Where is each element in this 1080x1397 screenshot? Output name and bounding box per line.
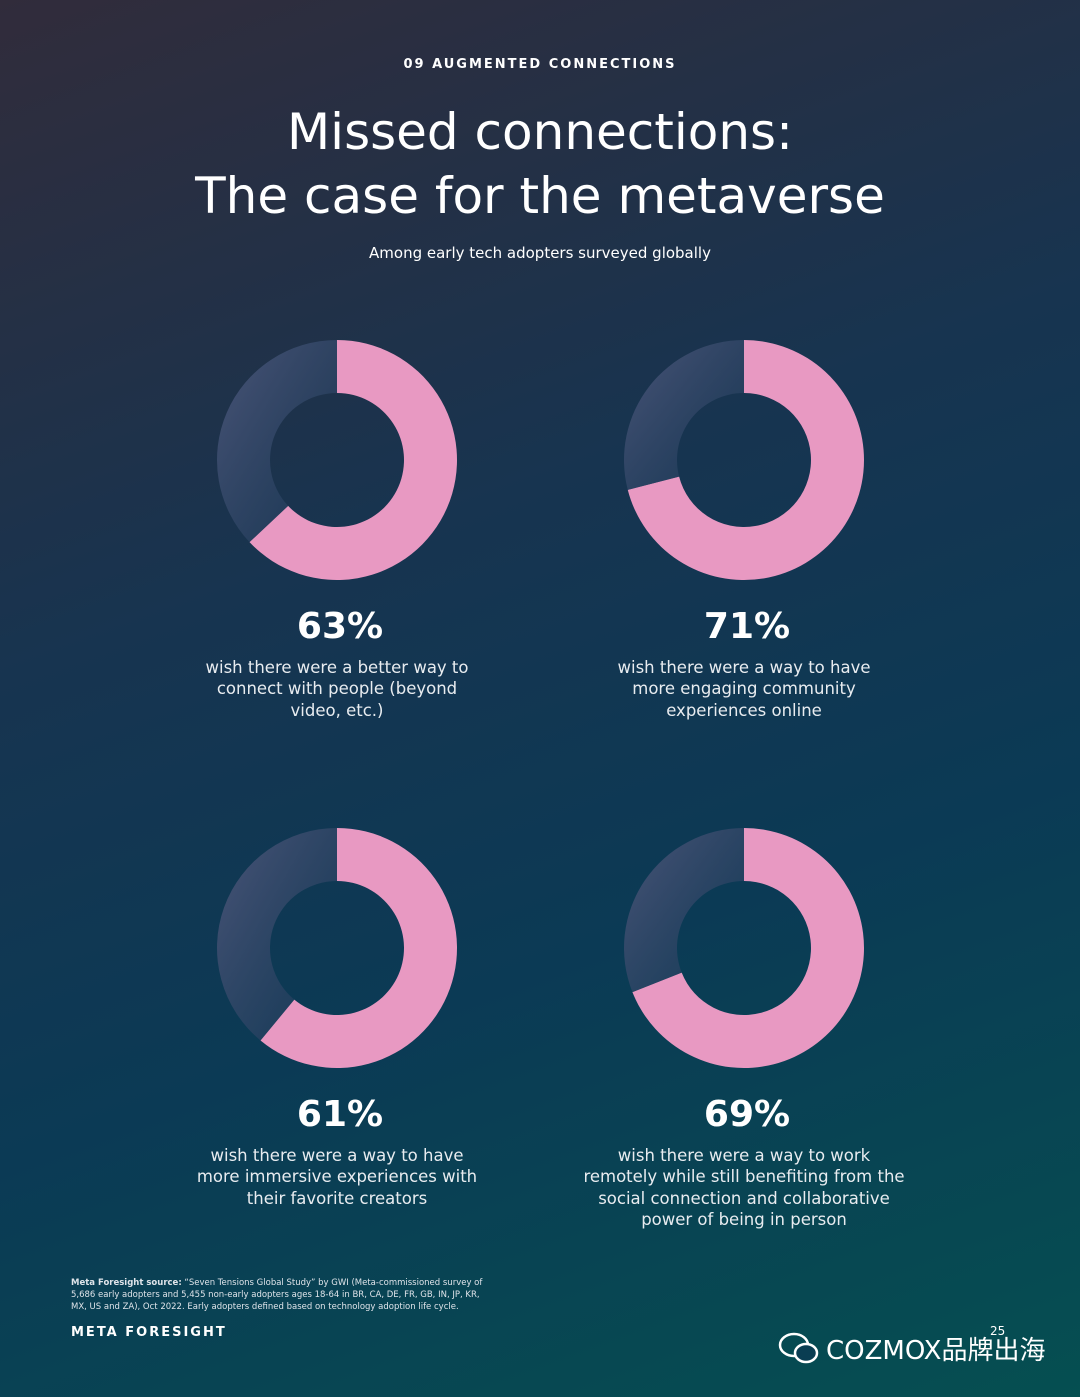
title-line: The case for the metaverse [195,167,885,225]
description-line: wish there were a way to work [617,1146,871,1165]
description-line: more engaging community [632,679,856,699]
description-line: wish there were a way to have [210,1146,464,1165]
description-line: wish there were a way to have [617,658,871,677]
page-number: 25 [990,1324,1006,1338]
description-line: power of being in person [641,1209,847,1229]
donut-segment [217,828,337,1041]
title: Missed connections: The case for the met… [0,100,1080,228]
wechat-icon [778,1332,819,1364]
description-line: more immersive experiences with [196,1167,478,1187]
donut-segment [217,340,337,543]
description-line: experiences online [666,700,822,720]
description: wish there were a way to have more immers… [167,1145,507,1209]
description: wish there were a way to work remotely wh… [574,1145,914,1230]
description-line: social connection and collaborative [598,1188,890,1208]
donut-segment [632,828,865,1068]
description-line: video, etc.) [290,700,384,720]
description-line: connect with people (beyond [216,679,458,699]
source-label: Meta Foresight source: [71,1278,182,1288]
value-label: 63% [297,606,383,647]
title-line: Missed connections: [287,103,793,161]
description: wish there were a better way to connect w… [167,657,507,721]
source-line: “Seven Tensions Global Study” by GWI (Me… [184,1278,483,1288]
donut-segment [249,340,458,580]
watermark-text: COZMOX品牌出海 [826,1335,1046,1366]
description: wish there were a way to have more engagi… [574,657,914,721]
description-line: remotely while still benefiting from the [583,1167,905,1187]
section-label: 09 AUGMENTED CONNECTIONS [403,57,677,72]
value-label: 61% [297,1094,383,1135]
watermark: COZMOX品牌出海 [778,1330,1045,1366]
value-label: 69% [704,1094,790,1135]
donut-segment [624,828,744,993]
donut-segment [627,340,864,581]
source-note: Meta Foresight source: “Seven Tensions G… [71,1277,482,1313]
value-label: 71% [704,606,790,647]
description-line: their favorite creators [246,1188,428,1208]
source-line: 5,686 early adopters and 5,455 non-early… [71,1290,480,1300]
donut-segment [624,340,744,490]
donut-segment [260,828,458,1068]
description-line: wish there were a better way to [205,658,469,677]
brand: META FORESIGHT [71,1325,227,1340]
source-line: MX, US and ZA), Oct 2022. Early adopters… [71,1302,459,1312]
subtitle: Among early tech adopters surveyed globa… [369,244,711,262]
